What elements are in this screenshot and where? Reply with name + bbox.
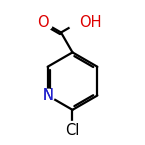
Text: N: N — [42, 88, 53, 103]
Text: O: O — [37, 15, 49, 30]
Text: OH: OH — [79, 15, 102, 30]
Text: N: N — [42, 88, 53, 103]
Text: Cl: Cl — [65, 123, 80, 138]
